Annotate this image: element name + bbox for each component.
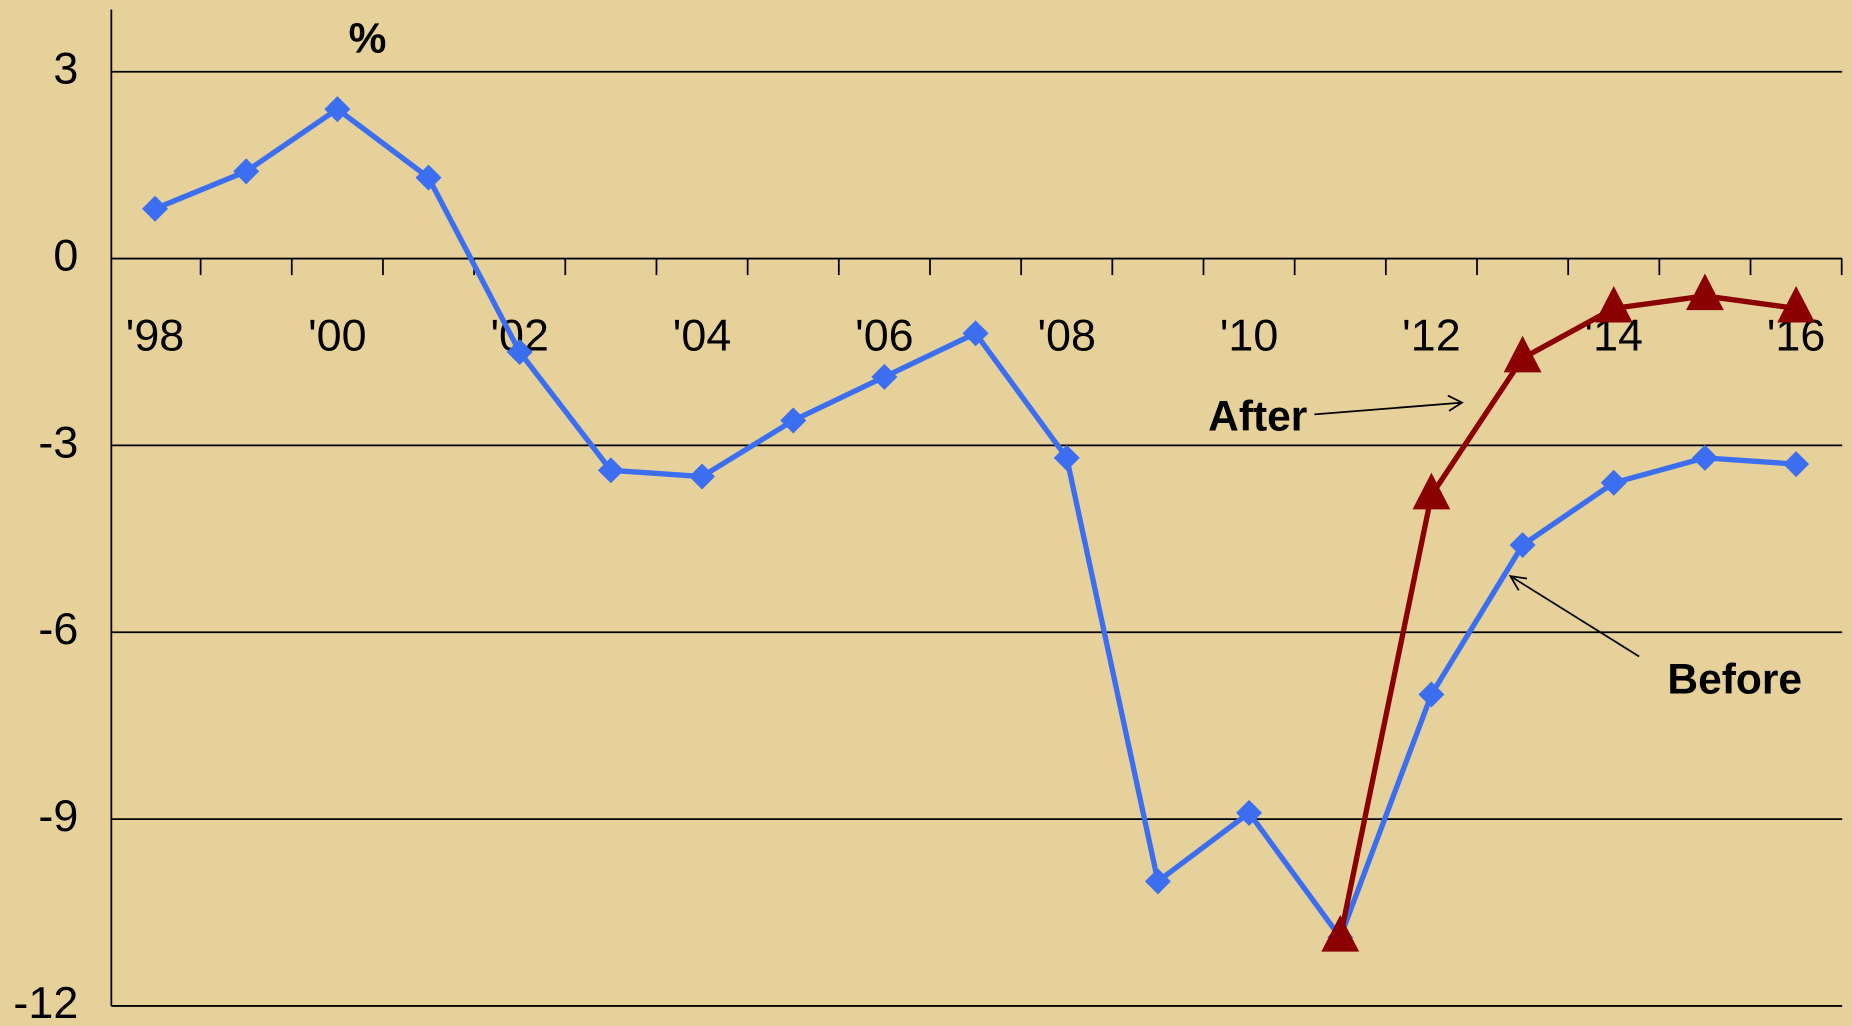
data-point [1777, 285, 1815, 323]
y-tick-label: 3 [53, 43, 78, 94]
x-tick-label: '04 [673, 310, 731, 361]
data-point [1503, 335, 1542, 373]
data-point [1600, 469, 1627, 496]
before-arrowhead [1508, 575, 1528, 591]
after-arrowhead [1447, 394, 1464, 412]
data-point [324, 96, 351, 123]
before-arrow [1509, 575, 1640, 658]
x-tick-label: '98 [126, 310, 184, 361]
data-point [689, 463, 716, 490]
y-tick-label: -6 [38, 603, 78, 654]
data-point [1686, 273, 1724, 311]
data-point [780, 407, 807, 434]
after-arrow [1314, 401, 1463, 416]
annotation-arrows [1314, 394, 1640, 658]
y-tick-label: -3 [38, 416, 78, 467]
series-line [1337, 293, 1797, 938]
x-tick-label: '08 [1038, 310, 1096, 361]
unit-label: % [349, 16, 387, 63]
data-point [233, 158, 260, 185]
y-tick-label: -9 [38, 790, 78, 841]
data-point [1783, 451, 1810, 478]
before-annotation: Before [1667, 657, 1802, 704]
data-point [1418, 681, 1445, 708]
x-tick-label: '12 [1402, 310, 1460, 361]
x-tick-label: '10 [1220, 310, 1278, 361]
y-tick-label: 0 [53, 229, 78, 280]
y-tick-label: -12 [13, 977, 78, 1026]
data-point [871, 363, 898, 390]
data-point [415, 164, 442, 191]
data-point [1412, 472, 1451, 510]
data-point [1594, 285, 1633, 323]
data-point [1321, 914, 1360, 952]
x-tick-label: '00 [308, 310, 366, 361]
x-tick-label: '06 [855, 310, 913, 361]
after-annotation: After [1208, 393, 1307, 440]
